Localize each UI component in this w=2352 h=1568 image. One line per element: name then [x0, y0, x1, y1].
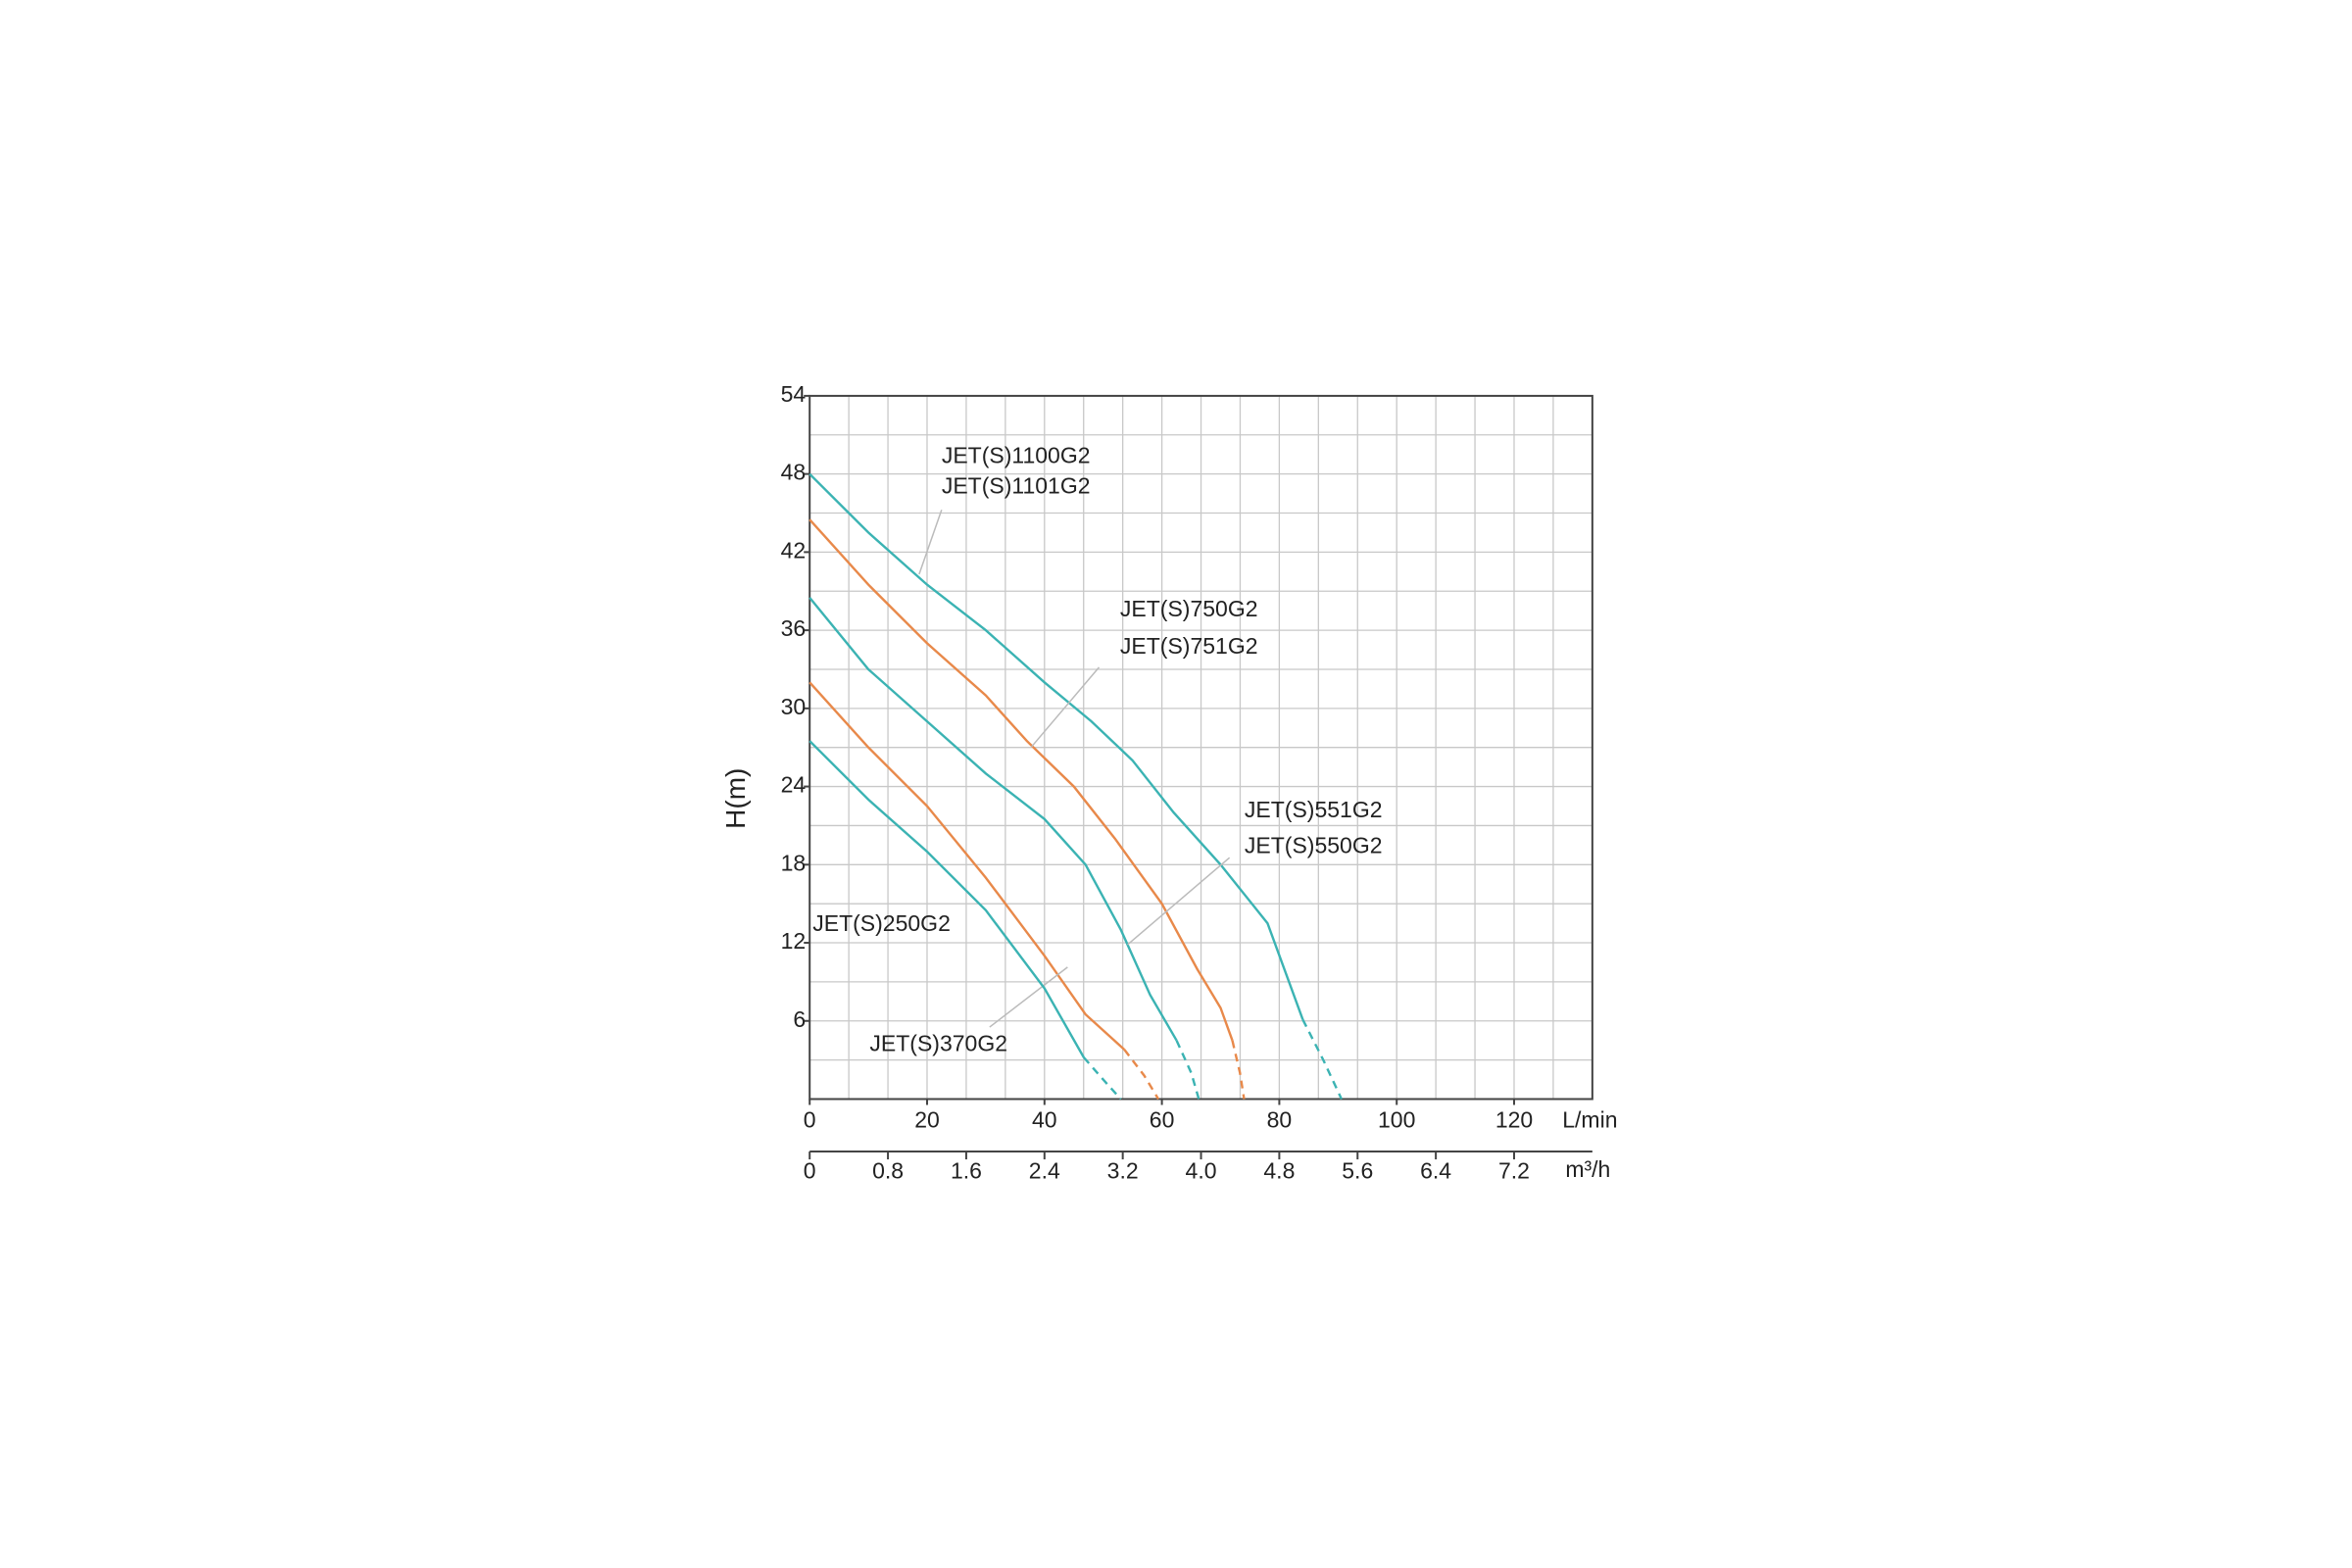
- x-tick-label: 20: [914, 1107, 940, 1133]
- curve-extension: [1231, 1040, 1246, 1100]
- curve-extension: [1123, 1049, 1160, 1101]
- curve-label: JET(S)550G2: [1245, 833, 1383, 858]
- curve-label: JET(S)750G2: [1120, 596, 1258, 621]
- x-tick-label: 100: [1378, 1107, 1415, 1133]
- x-tick-label: 0: [804, 1107, 816, 1133]
- x2-tick-label: 3.2: [1107, 1158, 1139, 1184]
- x2-tick-label: 7.2: [1498, 1158, 1530, 1184]
- plot-frame: [808, 394, 1593, 1101]
- y-tick-label: 42: [781, 537, 807, 563]
- y-tick-label: 24: [781, 772, 807, 798]
- x2-tick-label: 0: [804, 1158, 816, 1184]
- x2-tick-label: 4.8: [1263, 1158, 1295, 1184]
- x-tick-label: 80: [1267, 1107, 1293, 1133]
- curve: [808, 597, 1178, 1042]
- curve: [808, 740, 1085, 1058]
- x2-axis-label: m³/h: [1565, 1156, 1610, 1182]
- y-tick-label: 30: [781, 694, 807, 719]
- y-tick-label: 36: [781, 615, 807, 641]
- x-axis-label: L/min: [1562, 1107, 1617, 1133]
- curve-label: JET(S)551G2: [1245, 797, 1383, 822]
- curve: [808, 518, 1234, 1042]
- curve-extension: [1082, 1056, 1122, 1101]
- curve: [808, 681, 1126, 1051]
- curve-extension: [1301, 1018, 1343, 1101]
- leader-line: [1127, 857, 1231, 946]
- x2-tick-label: 5.6: [1342, 1158, 1373, 1184]
- curve-label: JET(S)751G2: [1120, 633, 1258, 659]
- curve-label: JET(S)1100G2: [942, 443, 1091, 468]
- y-tick-label: 12: [781, 928, 807, 954]
- curve-label: JET(S)250G2: [812, 910, 951, 936]
- y-tick-label: 6: [793, 1006, 806, 1032]
- x2-tick-label: 0.8: [872, 1158, 904, 1184]
- curve-label: JET(S)1101G2: [942, 472, 1091, 498]
- y-axis-label: H(m): [720, 768, 751, 829]
- x2-tick-label: 1.6: [951, 1158, 982, 1184]
- x2-tick-label: 2.4: [1029, 1158, 1060, 1184]
- x-tick-label: 120: [1495, 1107, 1533, 1133]
- leader-line: [918, 509, 943, 575]
- x2-tick-label: 4.0: [1186, 1158, 1217, 1184]
- curve: [808, 472, 1304, 1020]
- x-tick-label: 40: [1032, 1107, 1057, 1133]
- curve-label: JET(S)370G2: [869, 1030, 1007, 1055]
- x-tick-label: 60: [1150, 1107, 1175, 1133]
- x2-tick-label: 6.4: [1420, 1158, 1451, 1184]
- y-tick-label: 54: [781, 381, 807, 407]
- y-tick-label: 18: [781, 850, 807, 875]
- leader-line: [1031, 666, 1101, 748]
- leader-line: [989, 966, 1068, 1028]
- y-tick-label: 48: [781, 460, 807, 485]
